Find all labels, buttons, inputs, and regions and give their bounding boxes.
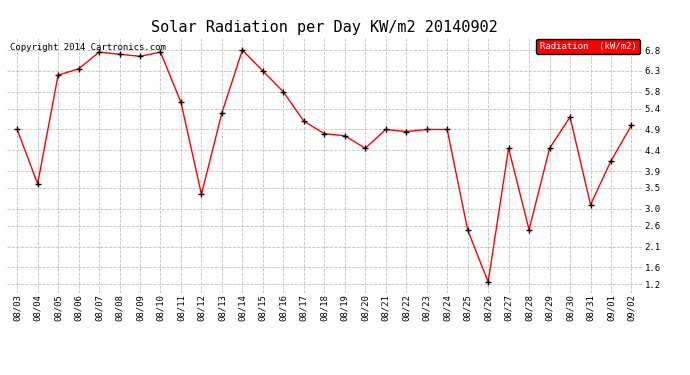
Text: Copyright 2014 Cartronics.com: Copyright 2014 Cartronics.com [10, 43, 166, 52]
Legend: Radiation  (kW/m2): Radiation (kW/m2) [536, 39, 640, 54]
Title: Solar Radiation per Day KW/m2 20140902: Solar Radiation per Day KW/m2 20140902 [151, 20, 497, 35]
